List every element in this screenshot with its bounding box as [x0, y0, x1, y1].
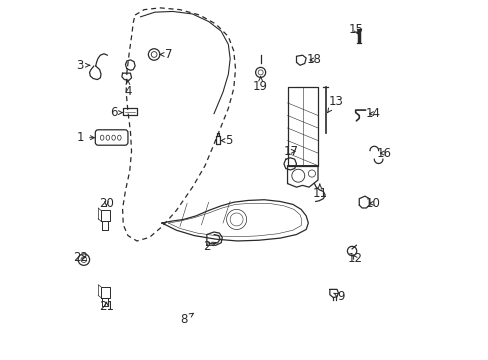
Text: 10: 10	[366, 197, 380, 210]
Text: 5: 5	[221, 134, 232, 147]
Ellipse shape	[112, 135, 115, 140]
Text: 3: 3	[77, 59, 89, 72]
Text: 2: 2	[203, 240, 216, 253]
Circle shape	[346, 246, 356, 256]
Circle shape	[230, 213, 243, 226]
Circle shape	[255, 67, 265, 77]
Circle shape	[291, 169, 304, 182]
Circle shape	[151, 51, 157, 57]
Text: 15: 15	[347, 23, 363, 36]
Circle shape	[258, 70, 263, 75]
FancyBboxPatch shape	[95, 130, 128, 145]
Text: 8: 8	[180, 313, 193, 327]
Text: 6: 6	[110, 106, 122, 119]
Text: 20: 20	[99, 197, 114, 210]
Text: 14: 14	[366, 107, 380, 120]
Text: 13: 13	[327, 95, 343, 113]
Ellipse shape	[100, 135, 104, 140]
Text: 18: 18	[306, 53, 321, 66]
Circle shape	[308, 170, 315, 177]
Text: 19: 19	[253, 77, 267, 93]
Text: 12: 12	[347, 252, 363, 265]
Ellipse shape	[106, 135, 109, 140]
Ellipse shape	[117, 135, 121, 140]
Text: 4: 4	[124, 81, 131, 98]
Text: 7: 7	[160, 48, 173, 61]
Circle shape	[226, 210, 246, 229]
Text: 1: 1	[76, 131, 94, 144]
Text: 9: 9	[333, 290, 344, 303]
Text: 16: 16	[376, 147, 391, 159]
Circle shape	[78, 254, 89, 265]
Text: 11: 11	[312, 184, 326, 200]
Text: 22: 22	[73, 251, 87, 264]
Circle shape	[148, 49, 160, 60]
Text: 21: 21	[99, 300, 114, 313]
Circle shape	[81, 257, 86, 262]
Text: 17: 17	[283, 145, 298, 158]
